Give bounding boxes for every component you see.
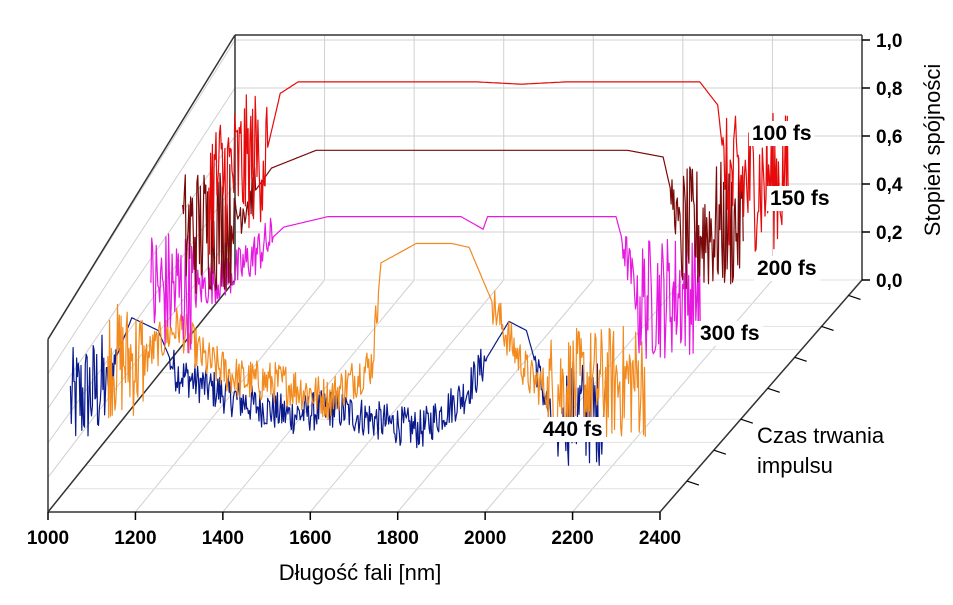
depth-tick-mark xyxy=(821,325,834,331)
z-tick-label: 1,0 xyxy=(876,31,902,52)
series-label: 440 fs xyxy=(543,418,603,441)
x-tick-label: 2000 xyxy=(464,528,506,549)
x-tick-label: 1000 xyxy=(27,528,69,549)
depth-tick-mark xyxy=(767,387,780,393)
series-line xyxy=(150,216,701,359)
series-line xyxy=(182,149,744,294)
z-tick-label: 0,0 xyxy=(876,271,902,292)
series-layer xyxy=(69,81,790,466)
axis-frame-line xyxy=(659,279,863,513)
depth-tick-mark xyxy=(794,356,807,362)
x-tick-label: 2400 xyxy=(639,528,681,549)
series-line xyxy=(69,317,606,466)
x-tick-label: 1200 xyxy=(114,528,156,549)
z-axis-title: Stopień spójności xyxy=(920,64,945,236)
depth-tick-mark xyxy=(848,294,861,301)
y-axis-title-line-1: Czas trwania xyxy=(757,423,885,448)
z-tick-label: 0,4 xyxy=(876,175,903,196)
depth-tick-mark xyxy=(686,480,700,486)
series-label-background xyxy=(754,256,820,281)
side-grid-line xyxy=(47,231,236,478)
y-axis-title-line-2: impulsu xyxy=(757,453,833,478)
label-layer: 0,0 0,2 0,4 0,6 0,8 1,0 1000 1200 1400 1600 1800 20… xyxy=(27,31,903,549)
series-label: 200 fs xyxy=(757,257,817,280)
x-tick-label: 1800 xyxy=(377,528,419,549)
grid-layer xyxy=(47,34,863,513)
z-tick-label: 0,6 xyxy=(876,127,902,148)
side-grid-line xyxy=(47,87,236,375)
series-label-background xyxy=(540,417,606,442)
series-label-background xyxy=(697,321,763,346)
z-tick-label: 0,2 xyxy=(876,223,902,244)
series-line xyxy=(208,81,790,255)
series-label: 300 fs xyxy=(700,322,760,345)
x-tick-label: 1600 xyxy=(289,528,331,549)
depth-tick-mark xyxy=(740,418,753,424)
depth-tick-mark xyxy=(713,449,727,455)
series-label: 100 fs xyxy=(752,122,812,145)
axis-frame-line xyxy=(47,279,236,513)
x-tick-label: 2200 xyxy=(551,528,593,549)
series-label-background xyxy=(749,121,815,146)
series-label: 150 fs xyxy=(770,187,830,210)
x-tick-label: 1400 xyxy=(202,528,244,549)
x-axis-title: Długość fali [nm] xyxy=(279,560,442,585)
series-label-background xyxy=(767,186,833,211)
axis-frame-line xyxy=(47,34,236,340)
side-grid-line xyxy=(47,183,236,444)
z-tick-label: 0,8 xyxy=(876,79,902,100)
